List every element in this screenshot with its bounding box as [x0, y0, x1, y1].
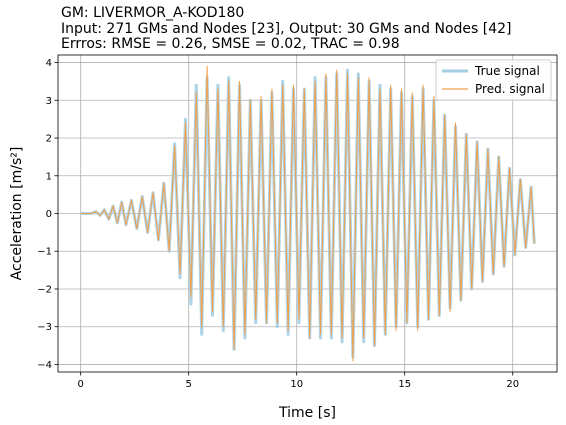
pred-signal-line [80, 65, 535, 362]
chart-title: GM: LIVERMOR_A-KOD180 Input: 271 GMs and… [61, 5, 512, 53]
y-tick-label: −4 [37, 360, 52, 371]
x-tick-label: 20 [506, 379, 519, 390]
legend-label-pred-signal: Pred. signal [475, 82, 545, 96]
y-tick-label: −3 [37, 322, 52, 333]
legend: True signal Pred. signal [435, 59, 552, 101]
x-tick-label: 0 [77, 379, 83, 390]
y-tick-label: 4 [46, 58, 52, 69]
y-tick-label: −1 [37, 247, 52, 258]
x-tick-label: 15 [398, 379, 411, 390]
legend-label-true-signal: True signal [474, 64, 540, 78]
y-tick-label: 2 [46, 134, 52, 145]
ticks: 0 5 10 15 20 −4 −3 −2 −1 0 1 2 3 4 [37, 58, 519, 390]
y-tick-label: 1 [46, 171, 52, 182]
title-line-1: GM: LIVERMOR_A-KOD180 [61, 5, 245, 21]
title-line-3: Errros: RMSE = 0.26, SMSE = 0.02, TRAC =… [61, 36, 400, 52]
y-axis-label: Acceleration [m/s²] [9, 147, 25, 281]
y-tick-label: 0 [46, 209, 52, 220]
series-layer [80, 65, 536, 362]
y-tick-label: 3 [46, 96, 52, 107]
x-axis-label: Time [s] [278, 405, 336, 421]
title-line-2: Input: 271 GMs and Nodes [23], Output: 3… [61, 20, 512, 37]
x-tick-label: 10 [290, 379, 303, 390]
x-tick-label: 5 [186, 379, 192, 390]
y-tick-label: −2 [37, 284, 52, 295]
